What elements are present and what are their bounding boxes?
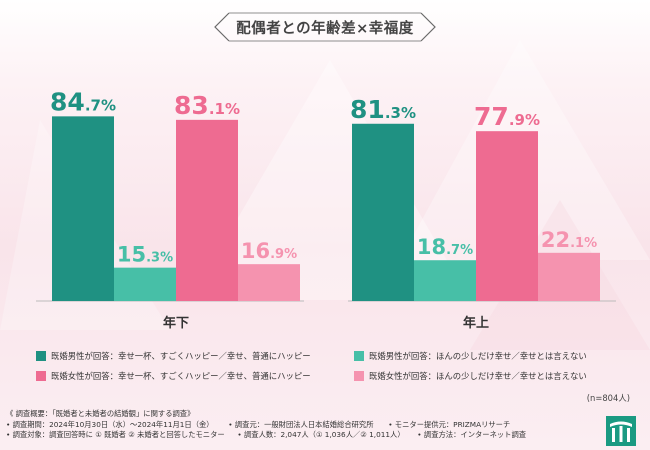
value-label: 77.9% xyxy=(474,102,540,131)
value-label: 18.7% xyxy=(417,235,473,259)
notes-organizer: • 調査元：一般財団法人日本結婚総合研究所 xyxy=(228,419,374,429)
bar-male-happy-younger xyxy=(52,116,114,301)
bar-male-not-younger xyxy=(114,267,176,301)
chart-title-box: 配偶者との年齢差×幸福度 xyxy=(211,12,439,42)
value-label: 15.3% xyxy=(117,243,173,267)
bar-female-not-older xyxy=(538,252,600,301)
bar-male-not-older xyxy=(414,260,476,301)
bar-male-happy-older xyxy=(352,123,414,302)
legend-label: 既婚男性が回答：ほんの少しだけ幸せ／幸せとは言えない xyxy=(369,351,587,361)
notes-method: • 調査方法：インターネット調査 xyxy=(417,430,527,440)
sample-size: (n=804人) xyxy=(586,393,630,403)
notes-count: • 調査人数：2,047人（① 1,036人／② 1,011人） xyxy=(237,430,405,440)
value-label: 83.1% xyxy=(174,91,240,120)
notes-overview: 《 調査概要：「既婚者と未婚者の結婚観」に関する調査》 xyxy=(6,409,195,418)
bar-female-happy-younger xyxy=(176,119,238,301)
value-label: 22.1% xyxy=(541,228,597,252)
legend-label: 既婚女性が回答：幸せ一杯、すごくハッピー／幸せ、普通にハッピー xyxy=(51,371,311,381)
category-label: 年下 xyxy=(163,315,189,331)
survey-notes: 《 調査概要：「既婚者と未婚者の結婚観」に関する調査》 • 調査期間：2024年… xyxy=(6,409,526,441)
title-bracket-icon xyxy=(214,12,436,42)
bar-female-not-younger xyxy=(238,264,300,301)
bar-female-happy-older xyxy=(476,131,538,301)
bar-chart: 84.7% 15.3% 83.1% 16.9% 81.3% 18.7% 77.9% 22.1%… xyxy=(36,87,616,331)
category-label: 年上 xyxy=(463,315,489,331)
notes-row-1: • 調査期間：2024年10月30日（水）～2024年11月1日（金） • 調査… xyxy=(6,420,526,431)
legend-swatch xyxy=(354,371,364,381)
legend-item-male-happy: 既婚男性が回答：幸せ一杯、すごくハッピー／幸せ、普通にハッピー xyxy=(36,350,311,362)
chart-title: 配偶者との年齢差×幸福度 xyxy=(236,20,414,37)
value-label: 84.7% xyxy=(50,87,116,116)
legend-swatch xyxy=(36,351,46,361)
notes-period: • 調査期間：2024年10月30日（水）～2024年11月1日（金） xyxy=(6,419,214,429)
legend-label: 既婚女性が回答：ほんの少しだけ幸せ／幸せとは言えない xyxy=(369,371,587,381)
value-label: 81.3% xyxy=(350,95,416,124)
notes-row-2: • 調査対象：調査回答時に ① 既婚者 ② 未婚者と回答したモニター • 調査人… xyxy=(6,430,526,441)
value-label: 16.9% xyxy=(241,239,297,263)
legend-item-male-not: 既婚男性が回答：ほんの少しだけ幸せ／幸せとは言えない xyxy=(354,350,587,362)
notes-target: • 調査対象：調査回答時に ① 既婚者 ② 未婚者と回答したモニター xyxy=(6,430,225,440)
legend-item-female-not: 既婚女性が回答：ほんの少しだけ幸せ／幸せとは言えない xyxy=(354,370,587,382)
foundation-logo-icon xyxy=(606,416,636,446)
legend-label: 既婚男性が回答：幸せ一杯、すごくハッピー／幸せ、普通にハッピー xyxy=(51,351,311,361)
legend-item-female-happy: 既婚女性が回答：幸せ一杯、すごくハッピー／幸せ、普通にハッピー xyxy=(36,370,311,382)
legend-swatch xyxy=(36,371,46,381)
legend-swatch xyxy=(354,351,364,361)
notes-provider: • モニター提供元：PRIZMAリサーチ xyxy=(388,419,511,429)
